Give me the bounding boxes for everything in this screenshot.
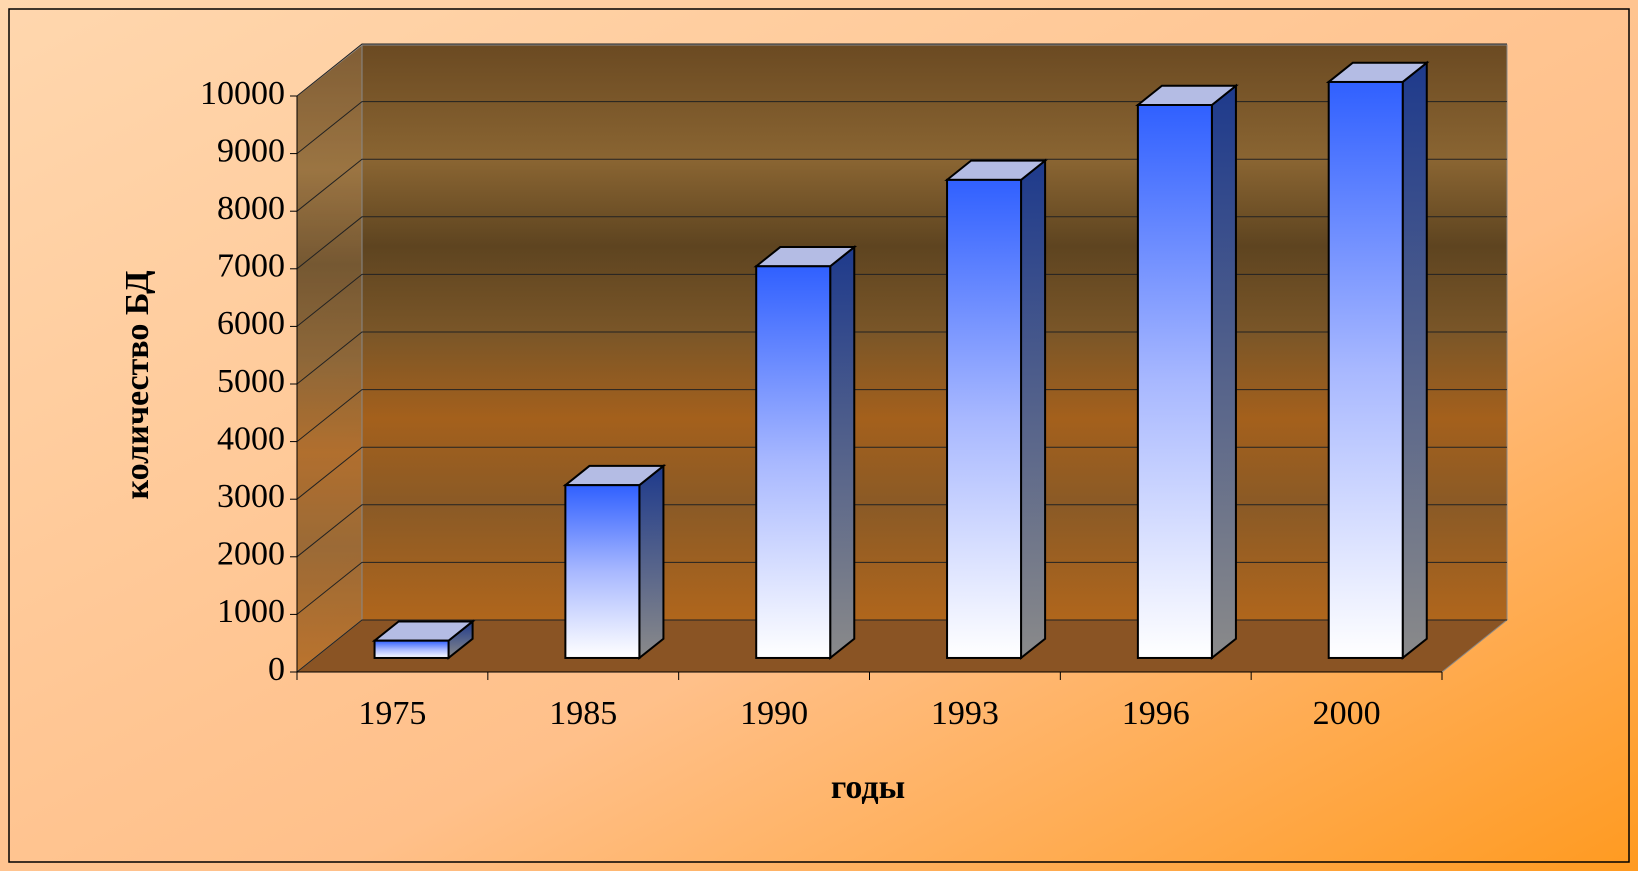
y-tick-label: 9000 <box>217 132 285 169</box>
frame <box>8 8 1630 863</box>
grid-line <box>296 43 1507 97</box>
grid-line <box>296 158 1507 212</box>
grid-line <box>296 331 1507 385</box>
x-tick-label: 1990 <box>740 695 808 732</box>
bar <box>1135 83 1239 661</box>
bar-side <box>1020 158 1047 661</box>
bar-front <box>755 265 832 659</box>
grid-line <box>296 504 1507 558</box>
bar-side <box>1401 60 1428 661</box>
grid-line <box>296 216 1507 270</box>
y-tick-label: 5000 <box>217 363 285 400</box>
x-tick-label: 1975 <box>358 695 426 732</box>
y-tick-label: 10000 <box>200 75 285 112</box>
y-axis-label: количество БД <box>119 270 156 499</box>
y-tick-label: 0 <box>268 651 285 688</box>
y-tick-label: 2000 <box>217 536 285 573</box>
y-tick-label: 7000 <box>217 248 285 285</box>
grid-line <box>296 446 1507 500</box>
y-tick-label: 1000 <box>217 593 285 630</box>
floor <box>295 619 1509 673</box>
grid-line <box>296 273 1507 327</box>
bar <box>944 158 1048 661</box>
bar-front <box>946 178 1023 659</box>
bar-front <box>1136 104 1213 659</box>
y-tick-label: 4000 <box>217 420 285 457</box>
bar-side <box>829 244 856 661</box>
grid-line <box>296 389 1507 442</box>
bar <box>562 463 667 661</box>
x-tick-label: 1996 <box>1122 695 1190 732</box>
bar-front <box>564 484 641 659</box>
y-tick-label: 8000 <box>217 190 285 227</box>
y-tick-label: 6000 <box>217 305 285 342</box>
bar-side <box>1210 83 1237 661</box>
bar-front <box>373 639 450 659</box>
bar <box>1325 60 1430 661</box>
bar <box>371 619 476 661</box>
x-tick-label: 2000 <box>1313 695 1381 732</box>
bar <box>753 244 858 661</box>
y-tick-label: 3000 <box>217 478 285 515</box>
x-tick-label: 1985 <box>549 695 617 732</box>
bar-side <box>638 463 665 661</box>
grid-line <box>296 619 1507 673</box>
x-axis-label: годы <box>831 769 905 806</box>
grid-line <box>296 561 1507 615</box>
bar-front <box>1327 80 1404 659</box>
x-tick-label: 1993 <box>931 695 999 732</box>
grid-line <box>296 101 1507 154</box>
